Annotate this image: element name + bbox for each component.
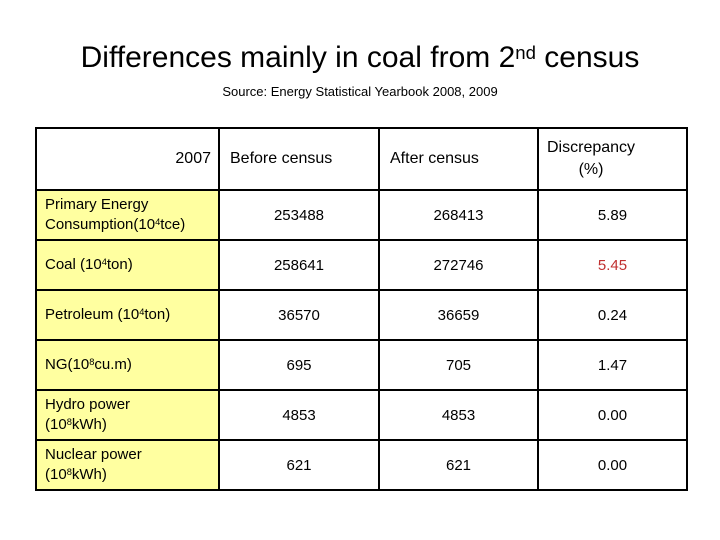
row-label-superscript: 8 <box>66 416 72 427</box>
table-row-coal: Coal (104ton) 258641 272746 5.45 <box>35 239 688 291</box>
discrepancy-value: 0.24 <box>537 289 688 341</box>
after-census-value: 705 <box>378 339 539 391</box>
row-label-cell: Nuclear power (108kWh) <box>35 439 220 491</box>
table-row-natural-gas: NG(108cu.m) 695 705 1.47 <box>35 339 688 391</box>
row-label-text: ton) <box>144 305 171 323</box>
before-census-value: 695 <box>218 339 380 391</box>
discrepancy-value: 0.00 <box>537 389 688 441</box>
title-text: Differences mainly in coal from 2 <box>80 41 516 74</box>
row-label-cell: Primary Energy Consumption(104tce) <box>35 189 220 241</box>
row-label-cell: Hydro power (108kWh) <box>35 389 220 441</box>
row-label-cell: NG(108cu.m) <box>35 339 220 391</box>
after-census-value: 36659 <box>378 289 539 341</box>
discrepancy-value: 0.00 <box>537 439 688 491</box>
row-label-superscript: 4 <box>155 216 161 227</box>
row-label-text: kWh) <box>71 466 107 483</box>
discrepancy-value: 1.47 <box>537 339 688 391</box>
header-after-census: After census <box>378 127 539 191</box>
row-label-text: Hydro power (10 <box>45 395 131 433</box>
row-label-superscript: 4 <box>101 256 107 267</box>
row-label-text: Coal (10 <box>45 255 102 273</box>
after-census-value: 268413 <box>378 189 539 241</box>
after-census-value: 621 <box>378 439 539 491</box>
header-discrepancy-label: Discrepancy <box>547 139 636 157</box>
row-label-cell: Petroleum (104ton) <box>35 289 220 341</box>
row-label-text: cu.m) <box>94 355 132 373</box>
header-discrepancy: Discrepancy (%) <box>537 127 688 191</box>
before-census-value: 258641 <box>218 239 380 291</box>
row-label-text: Petroleum (10 <box>45 305 140 323</box>
header-discrepancy-inner: Discrepancy (%) <box>547 137 635 180</box>
discrepancy-value-highlighted: 5.45 <box>537 239 688 291</box>
census-comparison-table: 2007 Before census After census Discrepa… <box>35 127 688 491</box>
row-label-superscript: 8 <box>66 466 72 477</box>
before-census-value: 253488 <box>218 189 380 241</box>
before-census-value: 621 <box>218 439 380 491</box>
title-text: census <box>535 41 640 74</box>
row-label-cell: Coal (104ton) <box>35 239 220 291</box>
discrepancy-value: 5.89 <box>537 189 688 241</box>
after-census-value: 4853 <box>378 389 539 441</box>
row-label-text: Primary Energy Consumption(10 <box>45 195 156 233</box>
row-label-text: ton) <box>106 255 133 273</box>
row-label-superscript: 8 <box>89 356 95 367</box>
table-row-petroleum: Petroleum (104ton) 36570 36659 0.24 <box>35 289 688 341</box>
row-label-superscript: 4 <box>139 306 145 317</box>
header-discrepancy-unit: (%) <box>578 161 604 178</box>
slide-title: Differences mainly in coal from 2nd cens… <box>0 38 720 77</box>
header-before-census: Before census <box>218 127 380 191</box>
header-year: 2007 <box>35 127 220 191</box>
before-census-value: 4853 <box>218 389 380 441</box>
table-row-primary-energy: Primary Energy Consumption(104tce) 25348… <box>35 189 688 241</box>
after-census-value: 272746 <box>378 239 539 291</box>
row-label-text: Nuclear power (10 <box>45 445 142 483</box>
table-header-row: 2007 Before census After census Discrepa… <box>35 127 688 191</box>
row-label-text: NG(10 <box>45 355 90 373</box>
source-caption: Source: Energy Statistical Yearbook 2008… <box>222 84 498 99</box>
row-label-text: kWh) <box>71 416 107 433</box>
title-superscript: nd <box>515 41 536 63</box>
table-row-hydro-power: Hydro power (108kWh) 4853 4853 0.00 <box>35 389 688 441</box>
row-label-text: tce) <box>160 216 186 233</box>
table-row-nuclear-power: Nuclear power (108kWh) 621 621 0.00 <box>35 439 688 491</box>
before-census-value: 36570 <box>218 289 380 341</box>
